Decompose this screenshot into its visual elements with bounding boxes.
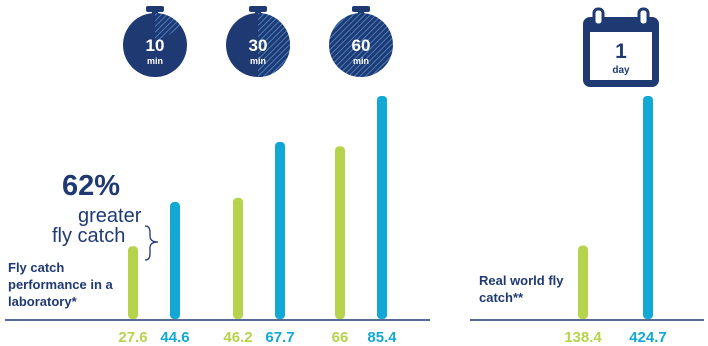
bar-green-10min bbox=[128, 246, 138, 319]
brace-icon bbox=[144, 225, 159, 261]
timer-30-unit: min bbox=[250, 56, 266, 66]
annotation-line2: fly catch bbox=[52, 225, 126, 247]
value-label: 44.6 bbox=[160, 329, 189, 346]
value-label: 85.4 bbox=[367, 329, 397, 346]
value-label: 66 bbox=[332, 329, 349, 346]
annotation-line1: greater bbox=[78, 205, 142, 227]
value-label: 67.7 bbox=[265, 329, 294, 346]
timer-60-unit: min bbox=[353, 56, 369, 66]
bar-blue-10min bbox=[170, 202, 180, 319]
timer-10-min-icon bbox=[123, 6, 187, 77]
lab-label: Fly catch performance in a laboratory* bbox=[8, 260, 113, 309]
bar-green-30min bbox=[233, 197, 243, 319]
timer-60-min-icon bbox=[329, 6, 393, 77]
bar-green-60min bbox=[335, 146, 345, 319]
timer-10-number: 10 bbox=[146, 36, 165, 55]
real-world-label: Real world fly catch** bbox=[479, 273, 564, 305]
value-label: 424.7 bbox=[629, 329, 667, 346]
timer-30-min-icon bbox=[226, 6, 290, 77]
calendar-icon bbox=[583, 7, 659, 87]
value-label: 138.4 bbox=[564, 329, 602, 346]
calendar-number: 1 bbox=[615, 40, 627, 63]
bar-blue-30min bbox=[275, 142, 285, 319]
value-label: 46.2 bbox=[223, 329, 252, 346]
bar-green-1day bbox=[578, 245, 588, 319]
value-label: 27.6 bbox=[118, 329, 147, 346]
calendar-unit: day bbox=[612, 65, 630, 76]
timer-30-number: 30 bbox=[249, 36, 268, 55]
annotation-percent: 62% bbox=[62, 170, 121, 202]
bar-blue-1day bbox=[643, 96, 653, 319]
timer-60-number: 60 bbox=[352, 36, 371, 55]
bar-blue-60min bbox=[377, 96, 387, 319]
bars-group bbox=[128, 96, 653, 319]
timer-10-unit: min bbox=[147, 56, 163, 66]
